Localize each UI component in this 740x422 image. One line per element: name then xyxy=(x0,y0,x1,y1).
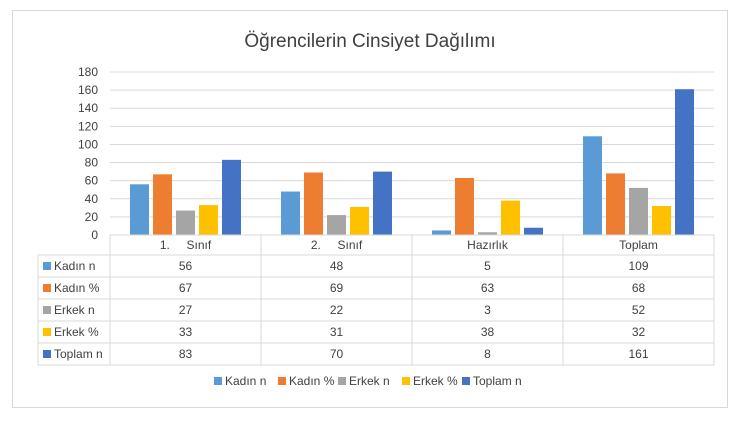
data-label: 33 xyxy=(179,325,193,339)
bar xyxy=(350,206,369,235)
bar xyxy=(222,159,241,235)
data-label: 5 xyxy=(484,259,491,273)
y-tick-label: 160 xyxy=(78,83,98,97)
y-tick-label: 60 xyxy=(85,174,99,188)
x-tick-label: 2. Sınıf xyxy=(311,238,363,252)
y-tick-label: 140 xyxy=(78,101,98,115)
bar xyxy=(199,205,218,235)
chart-title: Öğrencilerin Cinsiyet Dağılımı xyxy=(244,31,495,52)
bar xyxy=(501,200,520,235)
data-label: 22 xyxy=(330,303,344,317)
y-axis: 0 20 40 60 80 100 120 140 160 180 xyxy=(78,65,98,242)
x-tick-label: Hazırlık xyxy=(467,238,509,252)
table-legend-key xyxy=(43,306,51,314)
data-label: 63 xyxy=(481,281,495,295)
data-label: 161 xyxy=(628,347,648,361)
y-tick-label: 120 xyxy=(78,119,98,133)
legend-label: Erkek n xyxy=(349,374,390,388)
bar xyxy=(153,174,172,235)
bar xyxy=(524,227,543,235)
data-label: 83 xyxy=(179,347,193,361)
bars xyxy=(130,89,694,235)
table-row-label: Toplam n xyxy=(54,347,103,361)
data-label: 38 xyxy=(481,325,495,339)
bar xyxy=(327,215,346,235)
y-tick-label: 100 xyxy=(78,137,98,151)
data-label: 56 xyxy=(179,259,193,273)
table-legend-key xyxy=(43,350,51,358)
bar xyxy=(455,177,474,235)
legend: Kadın n Kadın % Erkek n Erkek % Toplam n xyxy=(214,374,522,388)
bar xyxy=(130,184,149,235)
table-legend-key xyxy=(43,284,51,292)
bar xyxy=(373,171,392,235)
data-label: 69 xyxy=(330,281,344,295)
y-tick-label: 20 xyxy=(85,210,99,224)
bar xyxy=(583,136,602,235)
data-label: 52 xyxy=(632,303,646,317)
data-label: 31 xyxy=(330,325,344,339)
data-label: 27 xyxy=(179,303,193,317)
legend-label: Kadın n xyxy=(225,374,266,388)
y-tick-label: 80 xyxy=(85,156,99,170)
data-label: 8 xyxy=(484,347,491,361)
legend-label: Toplam n xyxy=(473,374,522,388)
table-legend-key xyxy=(43,328,51,336)
bar xyxy=(432,230,451,235)
y-tick-label: 180 xyxy=(78,65,98,79)
data-label: 48 xyxy=(330,259,344,273)
y-tick-label: 40 xyxy=(85,192,99,206)
data-label: 70 xyxy=(330,347,344,361)
bar xyxy=(176,210,195,235)
data-label: 67 xyxy=(179,281,193,295)
legend-swatch xyxy=(462,377,470,385)
table-legend-key xyxy=(43,262,51,270)
bar xyxy=(281,191,300,235)
legend-swatch xyxy=(338,377,346,385)
x-tick-label: 1. Sınıf xyxy=(160,238,212,252)
bar xyxy=(675,89,694,235)
legend-swatch xyxy=(214,377,222,385)
bar xyxy=(304,172,323,235)
table-row-label: Erkek n xyxy=(54,303,95,317)
legend-swatch xyxy=(402,377,410,385)
table-row-label: Erkek % xyxy=(54,325,99,339)
data-label: 32 xyxy=(632,325,646,339)
bar xyxy=(478,232,497,235)
legend-label: Erkek % xyxy=(413,374,458,388)
data-label: 68 xyxy=(632,281,646,295)
table-row-label: Kadın % xyxy=(54,281,100,295)
x-tick-label: Toplam xyxy=(619,238,658,252)
table-row-label: Kadın n xyxy=(54,259,95,273)
legend-label: Kadın % xyxy=(289,374,335,388)
legend-swatch xyxy=(278,377,286,385)
y-tick-label: 0 xyxy=(91,228,98,242)
bar xyxy=(629,187,648,235)
bar xyxy=(606,173,625,235)
data-label: 109 xyxy=(628,259,648,273)
data-label: 3 xyxy=(484,303,491,317)
data-table: 1. Sınıf 2. Sınıf Hazırlık Toplam Kadın n 56 4… xyxy=(37,234,715,366)
bar xyxy=(652,206,671,235)
